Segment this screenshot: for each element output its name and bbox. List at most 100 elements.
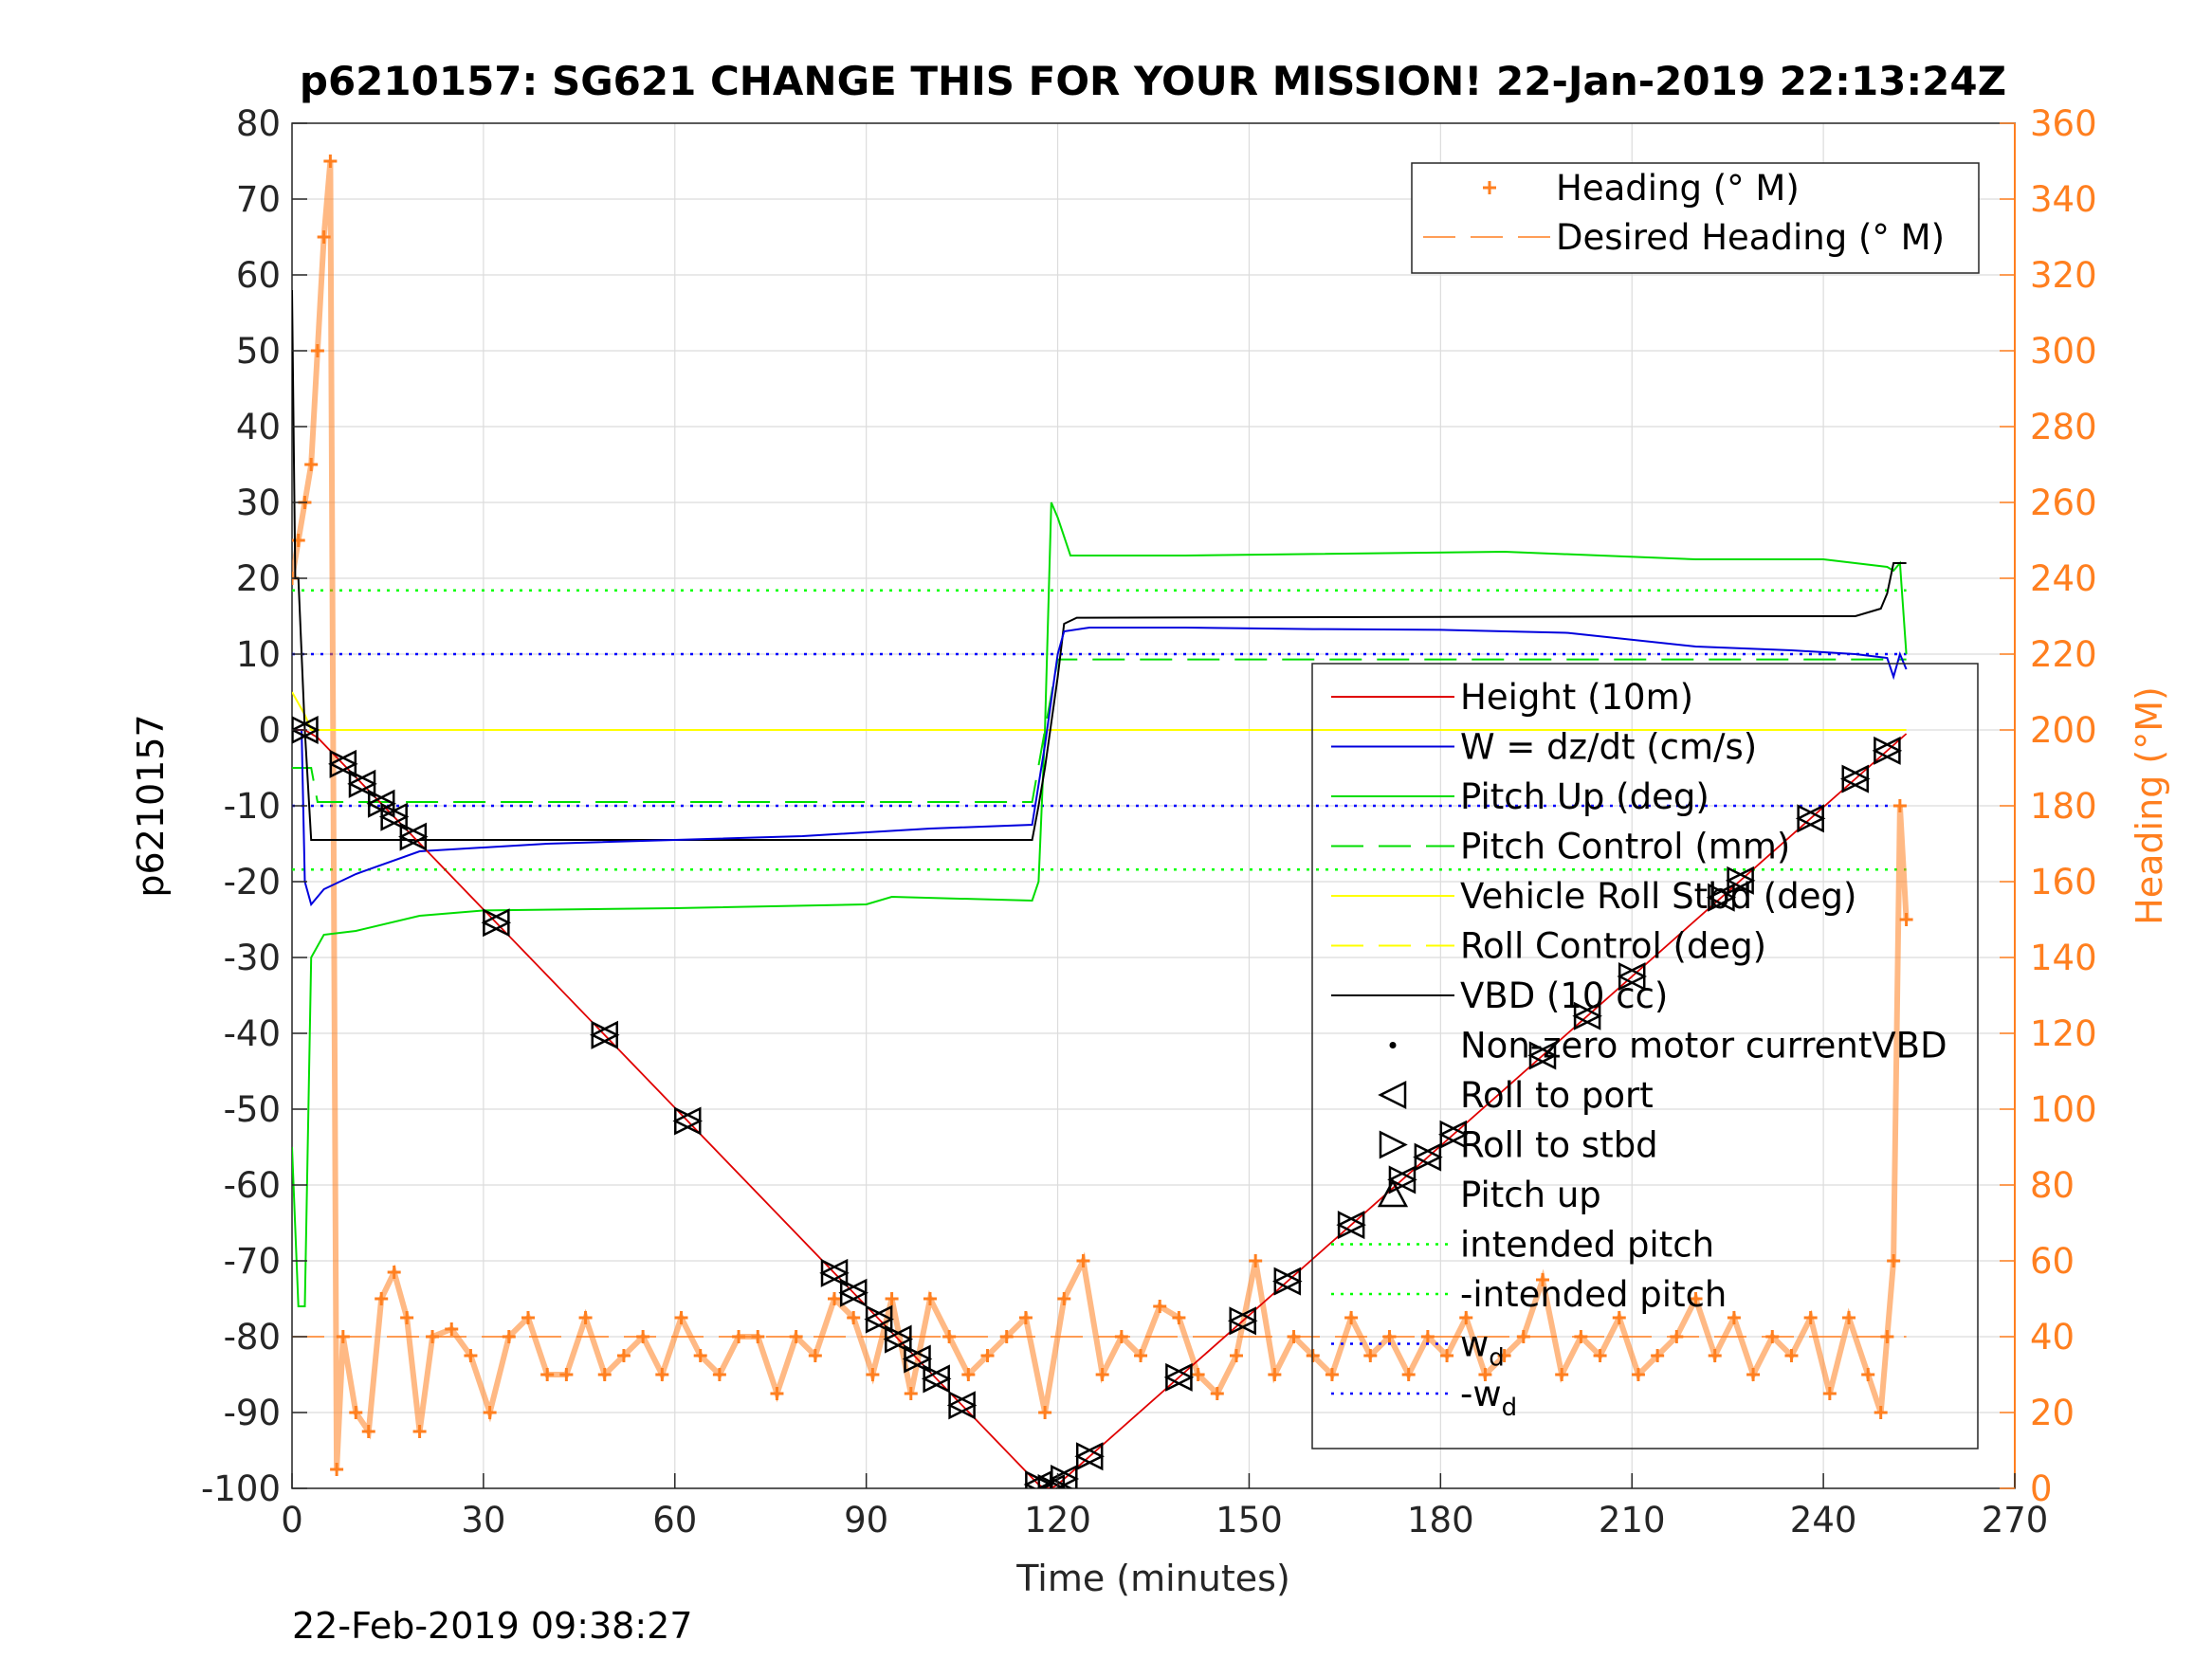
roll-to-stbd-marker	[1165, 1362, 1195, 1392]
x-tick-label: 210	[1599, 1500, 1666, 1540]
heading-point	[847, 1311, 861, 1324]
heading-point	[1382, 1330, 1397, 1343]
roll-to-stbd-marker	[1618, 962, 1648, 992]
heading-point	[1689, 1292, 1703, 1305]
heading-point	[1134, 1349, 1148, 1362]
roll-to-stbd-marker	[948, 1391, 978, 1420]
roll-to-stbd-marker	[1273, 1267, 1303, 1296]
y-tick-label: -20	[224, 862, 281, 902]
y2-axis-label: Heading (°M)	[2129, 686, 2170, 925]
heading-point	[770, 1387, 784, 1400]
roll-to-stbd-marker	[904, 1344, 933, 1374]
legend-main-label: intended pitch	[1460, 1225, 1714, 1266]
y2-tick-label: 260	[2030, 483, 2097, 523]
roll-to-stbd-marker	[1051, 1465, 1080, 1488]
legend-pitch-up-symbol	[1377, 1178, 1409, 1208]
heading-point	[1018, 1311, 1033, 1324]
y2-tick-label: 340	[2030, 179, 2097, 220]
roll-to-stbd-marker	[483, 908, 512, 938]
heading-point	[1880, 1330, 1894, 1343]
heading-point	[1803, 1311, 1818, 1324]
legend-heading-marker	[1483, 181, 1496, 194]
heading-point	[1325, 1368, 1339, 1381]
y2-tick-label: 200	[2030, 710, 2097, 751]
y2-tick-label: 180	[2030, 786, 2097, 827]
heading-point	[1784, 1349, 1799, 1362]
y2-tick-label: 20	[2030, 1393, 2075, 1433]
heading-point	[1249, 1254, 1263, 1267]
heading-point	[828, 1292, 842, 1305]
heading-point	[1574, 1330, 1588, 1343]
heading-point	[464, 1349, 478, 1362]
heading-point	[1708, 1349, 1722, 1362]
heading-point	[521, 1311, 535, 1324]
heading-point	[904, 1387, 918, 1400]
heading-point	[1210, 1387, 1224, 1400]
heading-point	[483, 1406, 497, 1419]
roll-to-stbd-marker	[399, 822, 429, 851]
y2-tick-label: 40	[2030, 1317, 2075, 1358]
heading-point	[866, 1368, 880, 1381]
heading-point	[559, 1368, 574, 1381]
heading-point	[674, 1311, 688, 1324]
heading-point	[1401, 1368, 1416, 1381]
y-tick-label: -80	[224, 1317, 281, 1358]
y2-tick-label: 240	[2030, 558, 2097, 599]
heading-point	[732, 1330, 746, 1343]
heading-point	[1440, 1349, 1454, 1362]
heading-point	[1887, 1254, 1901, 1267]
legend-subscript: d	[1502, 1394, 1518, 1422]
heading-point	[1536, 1273, 1550, 1286]
roll-to-stbd-marker	[1874, 736, 1903, 765]
heading-point	[1420, 1330, 1435, 1343]
heading-point	[980, 1349, 995, 1362]
legend-heading: Heading (° M) Desired Heading (° M)	[1411, 162, 1980, 274]
series-vbd-10-cc	[292, 289, 1907, 841]
heading-point	[1593, 1349, 1607, 1362]
chart-title: p6210157: SG621 CHANGE THIS FOR YOUR MIS…	[300, 58, 2006, 104]
x-tick-label: 60	[652, 1500, 697, 1540]
y2-tick-label: 280	[2030, 407, 2097, 447]
y-tick-label: 80	[236, 103, 281, 144]
heading-point	[426, 1330, 440, 1343]
heading-point	[1172, 1311, 1186, 1324]
y2-tick-label: 120	[2030, 1013, 2097, 1054]
heading-point	[387, 1266, 401, 1279]
x-tick-label: 270	[1982, 1500, 2049, 1540]
legend-main-label: Vehicle Roll Stbd (deg)	[1460, 876, 1856, 917]
legend-main-label: Height (10m)	[1460, 677, 1693, 718]
roll-to-stbd-marker	[380, 802, 410, 831]
roll-to-stbd-marker	[1841, 764, 1871, 793]
heading-point	[1874, 1406, 1888, 1419]
axes: 0 30 60 90 120 150 180 210 240 270-100-90-80-70-6…	[201, 103, 2097, 1540]
legend-main-label: W = dz/dt (cm/s)	[1460, 727, 1757, 768]
roll-to-stbd-marker	[1075, 1442, 1105, 1471]
roll-to-stbd-marker	[329, 749, 358, 778]
heading-point	[597, 1368, 612, 1381]
heading-point	[1670, 1330, 1684, 1343]
x-axis-label: Time (minutes)	[1015, 1558, 1290, 1599]
heading-point	[1555, 1368, 1569, 1381]
y-tick-label: -40	[224, 1013, 281, 1054]
y-tick-label: -70	[224, 1241, 281, 1282]
legend-main-label: Roll to stbd	[1460, 1125, 1658, 1166]
heading-point	[445, 1322, 459, 1336]
x-tick-label: 150	[1216, 1500, 1283, 1540]
heading-point	[1746, 1368, 1761, 1381]
y2-tick-label: 160	[2030, 862, 2097, 902]
legend-main-box	[1311, 663, 1979, 1449]
heading-point	[310, 344, 324, 357]
legend-main-label: -intended pitch	[1460, 1274, 1727, 1315]
heading-point	[1153, 1300, 1167, 1313]
heading-point	[1861, 1368, 1875, 1381]
roll-to-stbd-marker	[1337, 1211, 1366, 1240]
heading-point	[336, 1330, 350, 1343]
heading-point	[712, 1368, 726, 1381]
y2-tick-label: 140	[2030, 938, 2097, 978]
heading-point	[961, 1368, 976, 1381]
legend-main-label: Roll to port	[1460, 1075, 1654, 1116]
x-tick-label: 180	[1407, 1500, 1474, 1540]
heading-point	[578, 1311, 593, 1324]
